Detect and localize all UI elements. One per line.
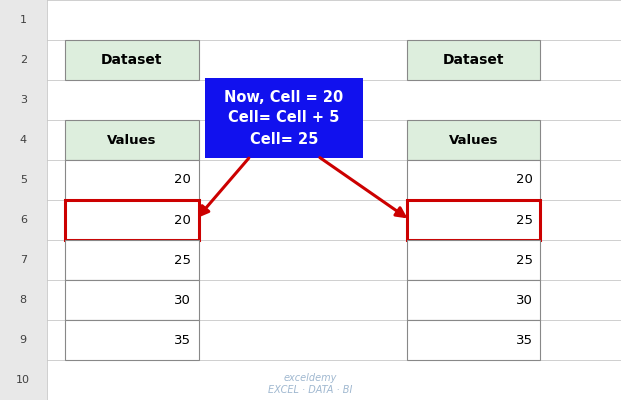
Bar: [65, 40, 199, 80]
Text: 25: 25: [175, 254, 191, 266]
Text: 10: 10: [16, 375, 30, 385]
Text: 20: 20: [175, 214, 191, 226]
Bar: [407, 40, 540, 80]
Text: 4: 4: [20, 135, 27, 145]
Bar: [0, 280, 47, 320]
Bar: [0, 120, 47, 160]
Text: 1: 1: [20, 15, 27, 25]
Bar: [0, 40, 47, 80]
Text: exceldemy
EXCEL · DATA · BI: exceldemy EXCEL · DATA · BI: [268, 373, 353, 395]
Bar: [407, 120, 540, 160]
Text: 6: 6: [20, 215, 27, 225]
Text: 30: 30: [516, 294, 533, 306]
Bar: [0, 360, 47, 400]
Bar: [65, 320, 199, 360]
Text: 5: 5: [20, 175, 27, 185]
Text: Dataset: Dataset: [443, 53, 504, 67]
Bar: [65, 160, 199, 200]
Text: 7: 7: [20, 255, 27, 265]
Bar: [0, 160, 47, 200]
Bar: [65, 280, 199, 320]
Text: Dataset: Dataset: [101, 53, 163, 67]
Text: 2: 2: [20, 55, 27, 65]
FancyBboxPatch shape: [205, 78, 363, 158]
Text: 20: 20: [175, 174, 191, 186]
Bar: [407, 320, 540, 360]
Text: 9: 9: [20, 335, 27, 345]
Bar: [65, 120, 199, 160]
Bar: [407, 160, 540, 200]
Bar: [407, 240, 540, 280]
Bar: [65, 200, 199, 240]
Text: 30: 30: [175, 294, 191, 306]
Bar: [0, 0, 47, 40]
Bar: [0, 80, 47, 120]
Text: 25: 25: [516, 214, 533, 226]
Bar: [0, 320, 47, 360]
Text: Values: Values: [107, 134, 156, 146]
Text: Values: Values: [449, 134, 498, 146]
Bar: [407, 200, 540, 240]
Text: 20: 20: [516, 174, 533, 186]
Bar: [0, 240, 47, 280]
Text: 35: 35: [175, 334, 191, 346]
Bar: [0, 200, 47, 240]
Text: 8: 8: [20, 295, 27, 305]
Text: Now, Cell = 20
Cell= Cell + 5
Cell= 25: Now, Cell = 20 Cell= Cell + 5 Cell= 25: [224, 90, 344, 146]
Bar: [407, 280, 540, 320]
Text: 3: 3: [20, 95, 27, 105]
Bar: [65, 240, 199, 280]
Text: 35: 35: [516, 334, 533, 346]
Text: 25: 25: [516, 254, 533, 266]
